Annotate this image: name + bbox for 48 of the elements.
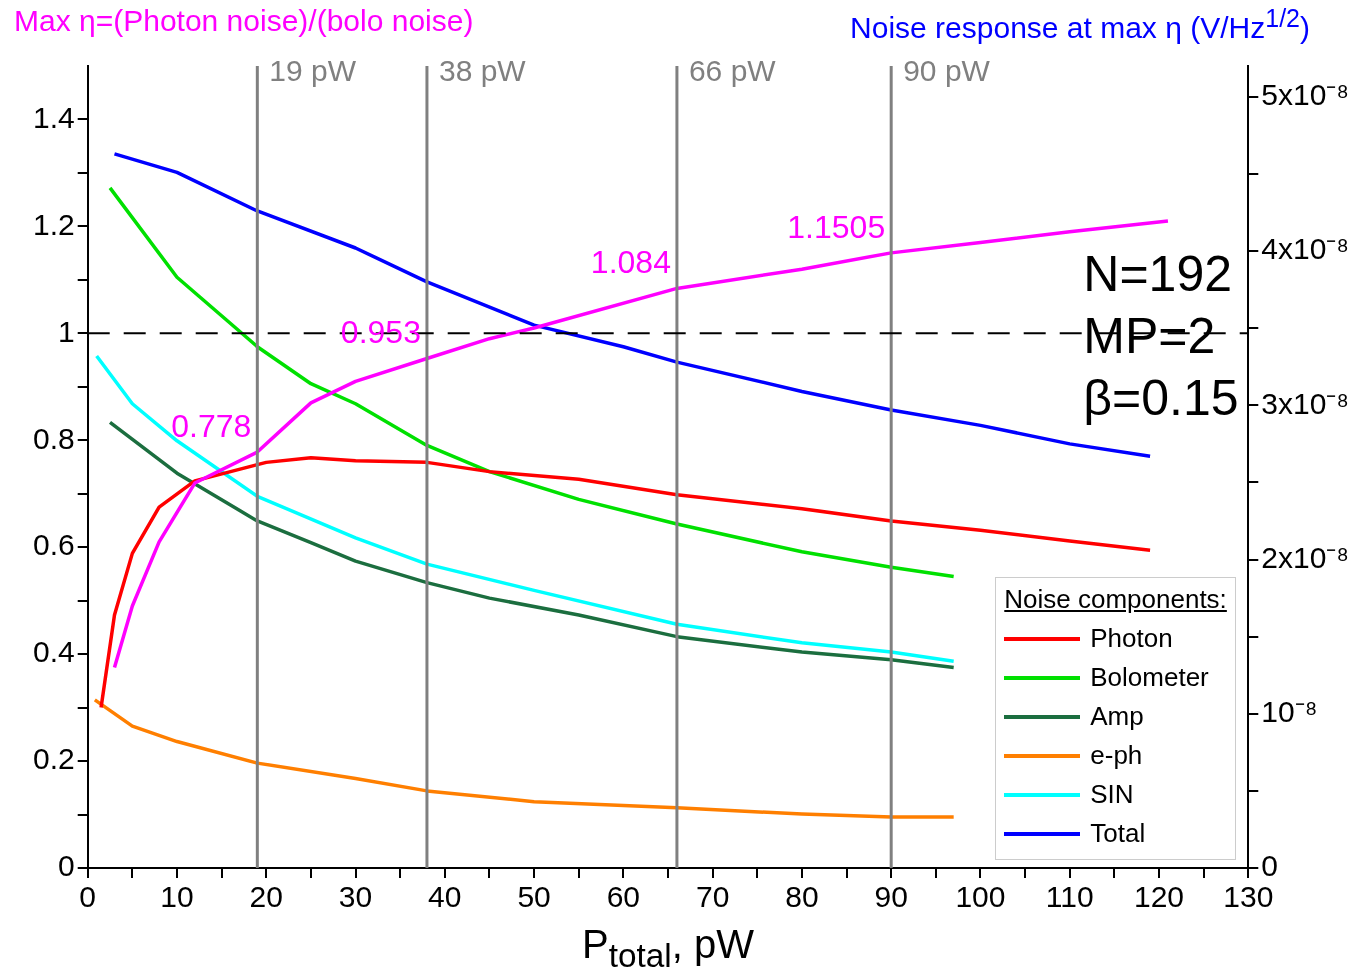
y-tick-label: 1.4 <box>32 100 75 134</box>
y2-tick-label: 0 <box>1261 849 1278 883</box>
annotation: 0.778 <box>171 407 252 444</box>
legend-label: e-ph <box>1090 740 1143 771</box>
y-tick-label: 1.2 <box>32 207 75 241</box>
annotation: N=192 <box>1083 245 1233 305</box>
y-tick-label: 0.4 <box>32 635 75 669</box>
y-tick-label: 1 <box>58 314 75 348</box>
x-tick-label: 0 <box>79 880 97 914</box>
annotation: 1.1505 <box>787 208 886 245</box>
legend-label: Total <box>1090 818 1146 849</box>
x-tick-label: 90 <box>874 880 908 914</box>
x-tick-label: 130 <box>1223 880 1274 914</box>
x-tick-label: 10 <box>160 880 194 914</box>
ref-line-label: 38 pW <box>438 54 527 88</box>
ref-line-label: 90 pW <box>903 54 991 88</box>
y2-tick-label: 3x10⁻⁸ <box>1261 386 1350 420</box>
legend-title: Noise components: <box>1004 584 1227 615</box>
legend-label: Amp <box>1090 701 1144 732</box>
x-tick-label: 20 <box>249 880 283 914</box>
annotation: MP=2 <box>1083 307 1217 367</box>
legend-label: Bolometer <box>1090 662 1209 693</box>
x-tick-label: 80 <box>785 880 819 914</box>
legend-label: SIN <box>1090 779 1134 810</box>
x-tick-label: 50 <box>517 880 551 914</box>
x-tick-label: 100 <box>955 880 1006 914</box>
y2-tick-label: 5x10⁻⁸ <box>1261 78 1350 112</box>
y-tick-label: 0.8 <box>32 421 75 455</box>
x-tick-label: 110 <box>1045 880 1094 914</box>
y2-axis-title: Noise response at max η (V/Hz$^{1/2}$) <box>850 4 1310 45</box>
y2-tick-label: 10⁻⁸ <box>1261 695 1318 729</box>
x-tick-label: 120 <box>1133 880 1185 914</box>
legend-label: Photon <box>1090 623 1173 654</box>
ref-line-label: 66 pW <box>688 54 777 88</box>
annotation: β=0.15 <box>1083 369 1239 429</box>
x-tick-label: 30 <box>338 880 373 914</box>
ref-line-label: 19 pW <box>269 54 357 88</box>
x-tick-label: 70 <box>695 880 730 914</box>
y-tick-label: 0.6 <box>32 528 75 562</box>
y2-tick-label: 4x10⁻⁸ <box>1261 232 1350 266</box>
x-tick-label: 40 <box>428 880 462 914</box>
y-axis-title: Max η=(Photon noise)/(bolo noise) <box>14 4 474 38</box>
x-tick-label: 60 <box>606 880 641 914</box>
annotation: 1.084 <box>590 244 671 281</box>
x-axis-title: P$_{total}$, pW <box>581 922 754 975</box>
y-tick-label: 0.2 <box>32 742 75 776</box>
y2-tick-label: 2x10⁻⁸ <box>1261 540 1350 574</box>
y-tick-label: 0 <box>58 849 75 883</box>
